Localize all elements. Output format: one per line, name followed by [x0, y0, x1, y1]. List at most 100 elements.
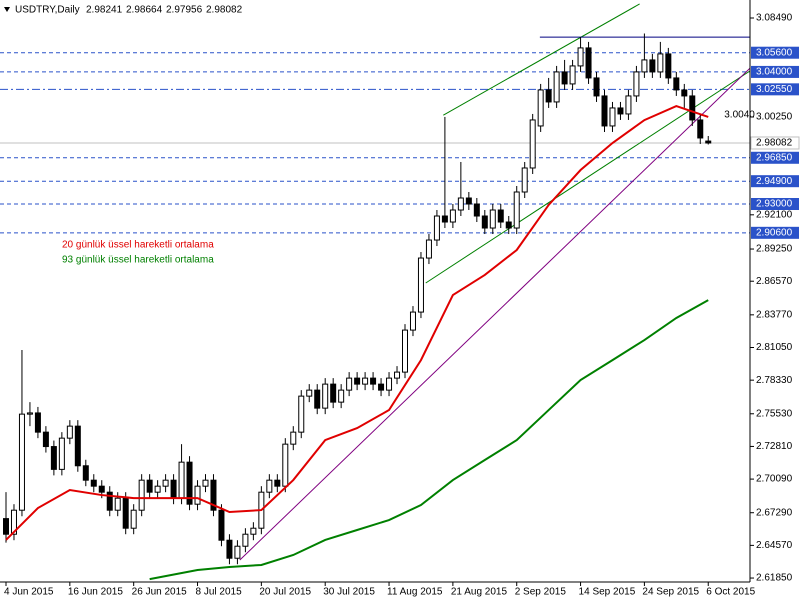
candle-body: [314, 389, 321, 409]
candle-body: [322, 383, 329, 409]
candle-body: [170, 479, 177, 499]
y-tick-label: 2.72810: [756, 441, 793, 452]
candle-body: [402, 329, 408, 373]
y-tick-label: 2.78330: [756, 375, 793, 386]
candle-body: [489, 209, 496, 229]
candle-body: [537, 89, 544, 127]
candle-body: [617, 107, 624, 115]
x-tick-label: 16 Jun 2015: [68, 587, 123, 598]
candle-body: [705, 140, 712, 144]
level-label: 2.96850: [756, 152, 793, 163]
candle-body: [106, 491, 113, 511]
level-label-box: [751, 175, 799, 188]
x-tick-label: 14 Sep 2015: [579, 587, 636, 598]
candle-body: [50, 446, 57, 470]
candle-body: [561, 71, 568, 85]
candle-body: [10, 509, 17, 535]
candle-body: [82, 465, 89, 481]
x-tick-label: 8 Jul 2015: [196, 587, 243, 598]
candle-body: [465, 197, 472, 205]
candle-body: [74, 425, 81, 467]
candle-body: [162, 479, 169, 487]
x-tick-label: 21 Aug 2015: [451, 587, 508, 598]
candle-body: [697, 119, 704, 139]
candle-body: [250, 527, 257, 535]
trendline: [425, 70, 750, 284]
candle-body: [122, 497, 129, 529]
candle-body: [641, 59, 648, 73]
candle-body: [689, 95, 696, 121]
candle-body: [338, 389, 345, 403]
candle-body: [178, 461, 185, 499]
candle-body: [417, 257, 424, 313]
candle-body: [330, 383, 337, 403]
candle-body: [266, 479, 273, 493]
x-tick-label: 20 Jul 2015: [259, 587, 311, 598]
symbol-icon: [4, 7, 10, 12]
candle-body: [505, 221, 512, 229]
candle-body: [202, 479, 209, 487]
candle-body: [26, 412, 33, 415]
level-label: 2.94900: [756, 176, 793, 187]
trendline: [239, 67, 750, 561]
level-label-box: [751, 226, 799, 239]
candle-body: [138, 479, 145, 511]
candle-body: [3, 518, 9, 535]
x-tick-label: 26 Jun 2015: [132, 587, 187, 598]
y-tick-label: 2.75530: [756, 408, 793, 419]
candle-body: [66, 425, 73, 439]
y-tick-label: 2.70090: [756, 474, 793, 485]
candle-body: [378, 383, 385, 391]
candle-body: [298, 395, 305, 433]
candle-body: [346, 377, 353, 391]
level-label-box: [751, 65, 799, 78]
ohlc-open: 2.98241: [86, 5, 123, 16]
candle-body: [681, 89, 688, 97]
y-tick-label: 3.00250: [756, 112, 793, 123]
candle-body: [234, 545, 241, 559]
level-label-box: [751, 198, 799, 211]
candle-body: [593, 77, 600, 97]
candle-body: [521, 167, 528, 193]
legend-entry: 93 günlük üssel hareketli ortalama: [62, 255, 214, 266]
candle-body: [282, 443, 289, 487]
y-tick-label: 2.64570: [756, 540, 793, 551]
candle-body: [394, 371, 401, 379]
ohlc-low: 2.97956: [166, 5, 203, 16]
moving-average: [149, 299, 709, 581]
chart-title: USDTRY,Daily: [15, 5, 80, 16]
candle-body: [649, 59, 656, 73]
level-label: 2.90600: [756, 227, 793, 238]
candle-body: [529, 119, 536, 169]
x-tick-label: 2 Sep 2015: [515, 587, 567, 598]
candle-body: [609, 107, 616, 127]
candle-body: [58, 437, 65, 470]
candle-body: [370, 377, 377, 385]
x-tick-label: 11 Aug 2015: [387, 587, 443, 598]
level-label-box: [751, 83, 799, 96]
level-label-box: [751, 151, 799, 164]
candle-body: [290, 431, 297, 445]
candle-body: [146, 479, 153, 493]
level-label: 2.93000: [756, 199, 793, 210]
y-tick-label: 2.61850: [756, 573, 793, 584]
candle-body: [577, 47, 584, 67]
candle-body: [633, 71, 640, 97]
candle-body: [354, 377, 361, 385]
candle-body: [42, 431, 49, 448]
candle-body: [409, 311, 416, 331]
candle-body: [665, 53, 672, 79]
ohlc-close: 2.98082: [206, 5, 243, 16]
candle-body: [210, 479, 217, 511]
candle-body: [585, 47, 592, 79]
candle-body: [425, 239, 432, 259]
x-tick-label: 24 Sep 2015: [642, 587, 699, 598]
candle-body: [673, 77, 680, 91]
candle-body: [18, 413, 25, 511]
indicator-value-label: 3.0040: [724, 110, 755, 121]
candle-body: [386, 377, 393, 391]
candle-body: [545, 89, 552, 103]
candle-body: [457, 197, 464, 211]
candle-body: [34, 412, 41, 433]
